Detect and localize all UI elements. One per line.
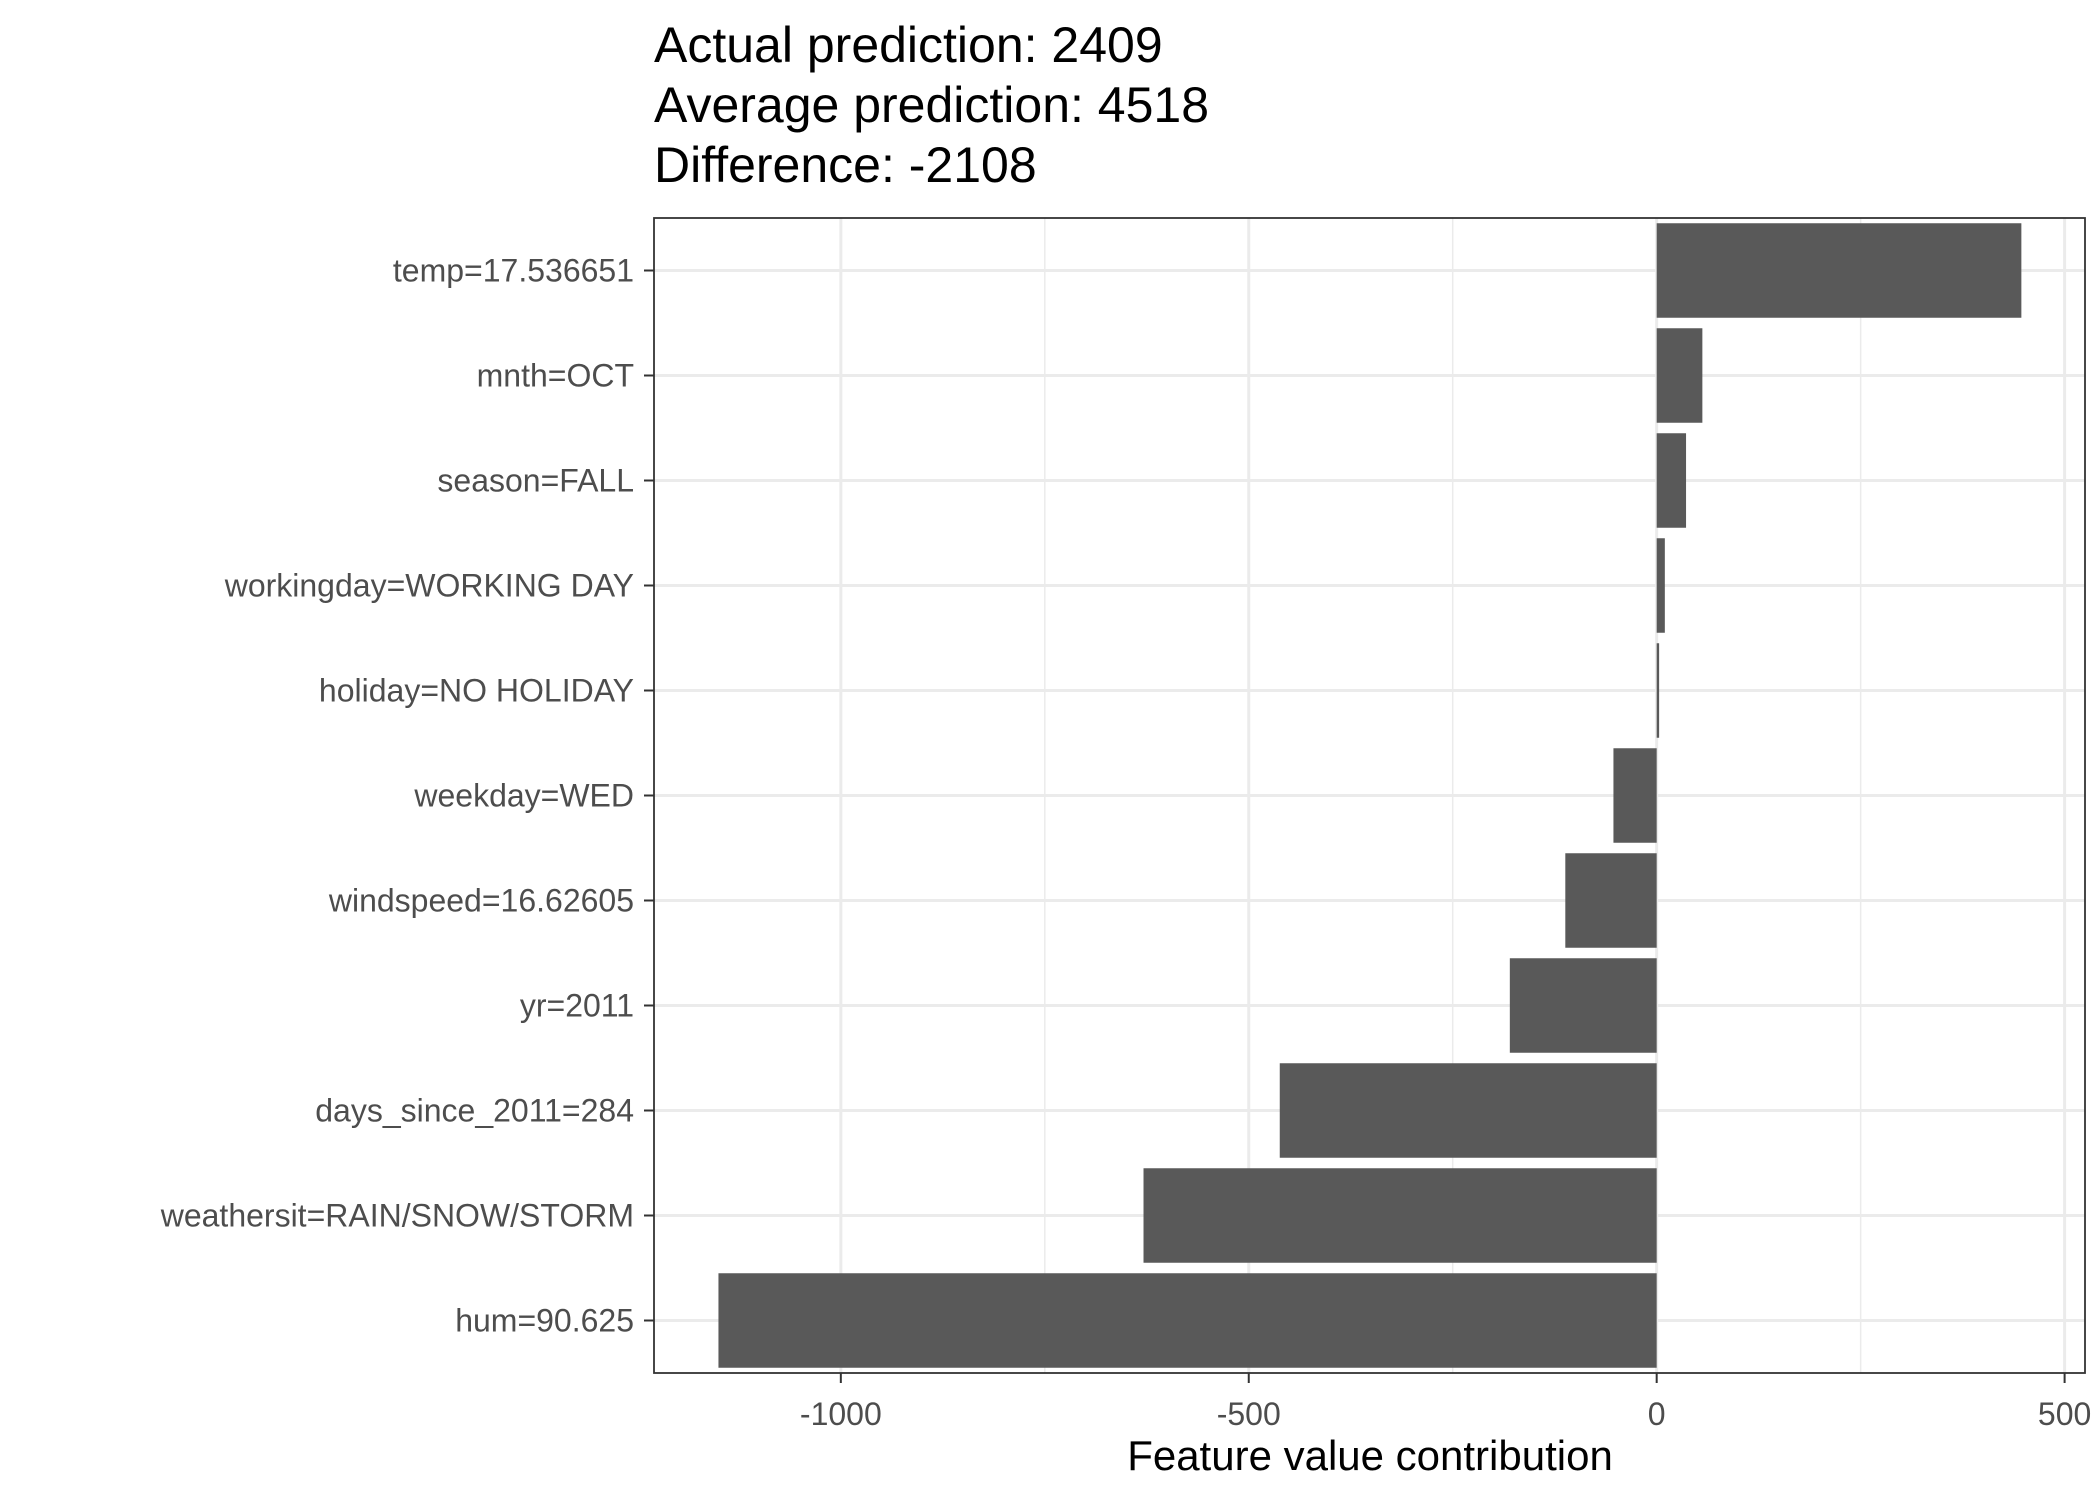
bars — [718, 223, 2022, 1368]
y-tick-label: yr=2011 — [520, 988, 634, 1024]
bar — [1143, 1168, 1657, 1263]
bar — [1509, 958, 1657, 1053]
bar — [1565, 853, 1657, 948]
bar — [1656, 223, 2022, 318]
y-tick-label: workingday=WORKING DAY — [224, 568, 634, 604]
y-axis: temp=17.536651 mnth=OCT season=FALL working… — [160, 253, 654, 1339]
bar — [1656, 433, 1687, 528]
y-tick-label: windspeed=16.62605 — [328, 883, 634, 919]
x-axis-title: Feature value contribution — [1127, 1432, 1613, 1479]
y-tick-label: hum=90.625 — [455, 1303, 634, 1339]
title-line: Actual prediction: 2409 — [654, 17, 1163, 73]
bar — [1656, 538, 1665, 633]
y-tick-label: days_since_2011=284 — [315, 1093, 634, 1129]
x-tick-label: 0 — [1648, 1396, 1666, 1432]
y-tick-label: weekday=WED — [413, 778, 634, 814]
x-tick-label: 500 — [2038, 1396, 2091, 1432]
x-tick-label: -1000 — [800, 1396, 882, 1432]
y-tick-label: season=FALL — [437, 463, 634, 499]
title-line: Average prediction: 4518 — [654, 77, 1209, 133]
bar — [1279, 1063, 1657, 1158]
bar — [1613, 748, 1657, 843]
bar — [718, 1273, 1657, 1368]
y-tick-label: holiday=NO HOLIDAY — [319, 673, 634, 709]
y-tick-label: mnth=OCT — [477, 358, 634, 394]
y-tick-label: weathersit=RAIN/SNOW/STORM — [160, 1198, 634, 1234]
y-tick-label: temp=17.536651 — [393, 253, 634, 289]
title-line: Difference: -2108 — [654, 137, 1037, 193]
gridlines — [654, 218, 2085, 1373]
bar — [1656, 328, 1703, 423]
x-tick-label: -500 — [1217, 1396, 1281, 1432]
bar — [1656, 643, 1660, 738]
x-axis: -1000 -500 0 500 — [800, 1373, 2091, 1432]
